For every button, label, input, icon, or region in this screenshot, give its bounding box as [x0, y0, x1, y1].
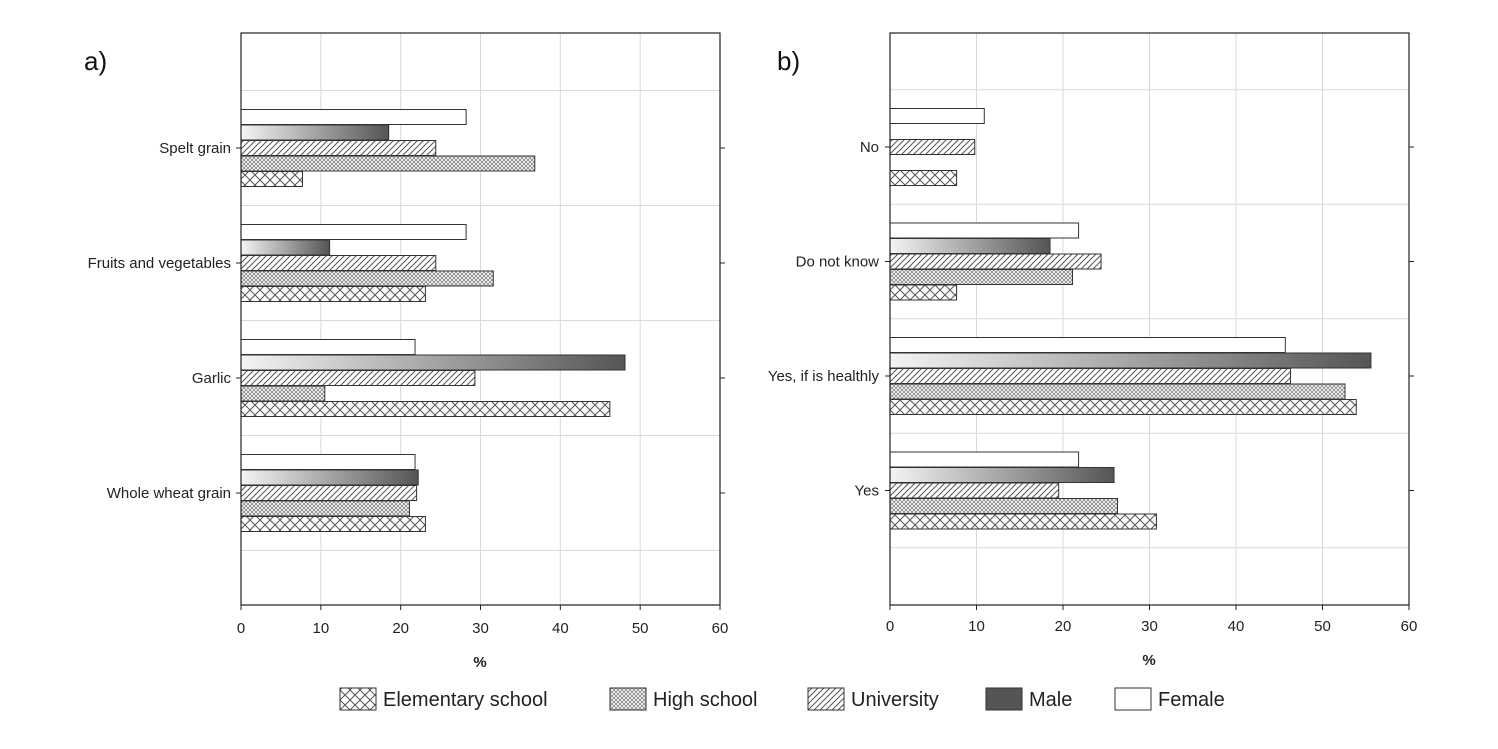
category-label: Whole wheat grain — [107, 485, 231, 502]
category-label: Garlic — [192, 370, 232, 387]
legend-swatch-elementary — [339, 687, 377, 711]
bar-high-b — [889, 269, 1074, 285]
category-label: Do not know — [796, 254, 880, 271]
x-tick-label: 60 — [1401, 618, 1418, 635]
bar-female-b — [889, 337, 1286, 353]
bars-a — [240, 109, 626, 532]
x-tick-label: 30 — [1141, 618, 1158, 635]
x-tick-label: 50 — [632, 620, 649, 637]
bar-high-b — [889, 383, 1346, 400]
x-tick-label: 40 — [1228, 618, 1245, 635]
bar-female-a — [240, 454, 416, 470]
bar-male-a — [240, 239, 331, 256]
legend-swatch-female — [1114, 687, 1152, 711]
bar-university-a — [240, 255, 437, 271]
bar-elementary-a — [240, 286, 426, 302]
x-tick-label: 20 — [392, 620, 409, 637]
legend-label-elementary: Elementary school — [383, 689, 548, 711]
tick-marks-a — [236, 147, 725, 610]
category-labels-a: Spelt grain Fruits and vegetables Garlic Wh… — [88, 140, 232, 502]
x-axis-title-a: % — [473, 654, 486, 671]
x-tick-label: 40 — [552, 620, 569, 637]
bar-male-a — [240, 469, 419, 486]
panel-b: b) 0 10 20 30 40 50 60 No Do not know Yes, if is… — [768, 32, 1418, 669]
bar-male-b — [889, 352, 1372, 369]
bar-elementary-a — [240, 401, 611, 417]
legend-swatch-high — [609, 687, 647, 711]
bar-university-a — [240, 485, 418, 501]
legend: Elementary school High school University… — [339, 687, 1225, 711]
legend-label-university: University — [851, 689, 939, 711]
bar-high-a — [240, 500, 410, 517]
x-tick-label: 0 — [237, 620, 245, 637]
x-axis-title-b: % — [1142, 652, 1155, 669]
category-label: No — [860, 139, 879, 156]
x-tick-labels-b: 0 10 20 30 40 50 60 — [886, 618, 1418, 635]
bar-male-a — [240, 124, 390, 141]
bar-elementary-a — [240, 516, 426, 532]
bar-male-a — [240, 354, 626, 371]
x-tick-label: 50 — [1314, 618, 1331, 635]
bar-female-b — [889, 222, 1080, 239]
bar-high-a — [240, 155, 536, 172]
legend-label-female: Female — [1158, 689, 1225, 711]
x-tick-labels-a: 0 10 20 30 40 50 60 — [237, 620, 729, 637]
bar-female-a — [240, 339, 416, 355]
bar-university-a — [240, 140, 437, 156]
bar-university-b — [889, 253, 1102, 270]
legend-label-male: Male — [1029, 689, 1072, 711]
bar-female-b — [889, 451, 1080, 468]
x-tick-label: 20 — [1055, 618, 1072, 635]
x-tick-label: 0 — [886, 618, 894, 635]
bar-high-b — [889, 498, 1118, 514]
bar-male-b — [889, 238, 1051, 254]
bar-male-b — [889, 467, 1115, 483]
bar-elementary-b — [889, 284, 958, 301]
bar-elementary-b — [889, 170, 958, 186]
panel-label-a: a) — [84, 46, 107, 76]
legend-swatch-male — [985, 687, 1023, 711]
category-label: Spelt grain — [159, 140, 231, 157]
bar-female-a — [240, 224, 467, 240]
bar-university-a — [240, 370, 476, 386]
category-label: Yes, if is healthly — [768, 368, 880, 385]
x-tick-label: 10 — [312, 620, 329, 637]
bar-female-b — [889, 108, 985, 124]
tick-marks-b — [885, 146, 1414, 610]
bar-university-b — [889, 482, 1060, 499]
bar-elementary-b — [889, 513, 1157, 530]
category-labels-b: No Do not know Yes, if is healthly Yes — [768, 139, 880, 500]
bar-high-a — [240, 270, 494, 287]
bar-university-b — [889, 368, 1291, 384]
panel-a: a) 0 10 20 30 40 50 60 Spelt grain Fruits and v… — [84, 32, 729, 671]
bar-high-a — [240, 385, 326, 402]
bar-elementary-b — [889, 399, 1357, 415]
bar-elementary-a — [240, 171, 303, 187]
bars-b — [889, 108, 1372, 530]
bar-university-b — [889, 139, 976, 155]
x-tick-label: 60 — [712, 620, 729, 637]
category-label: Yes — [855, 483, 879, 500]
bar-female-a — [240, 109, 467, 125]
x-tick-label: 10 — [968, 618, 985, 635]
panel-label-b: b) — [777, 46, 800, 76]
legend-swatch-university — [807, 687, 845, 711]
legend-label-high: High school — [653, 689, 758, 711]
category-label: Fruits and vegetables — [88, 255, 231, 272]
x-tick-label: 30 — [472, 620, 489, 637]
gridlines-a — [241, 33, 720, 605]
